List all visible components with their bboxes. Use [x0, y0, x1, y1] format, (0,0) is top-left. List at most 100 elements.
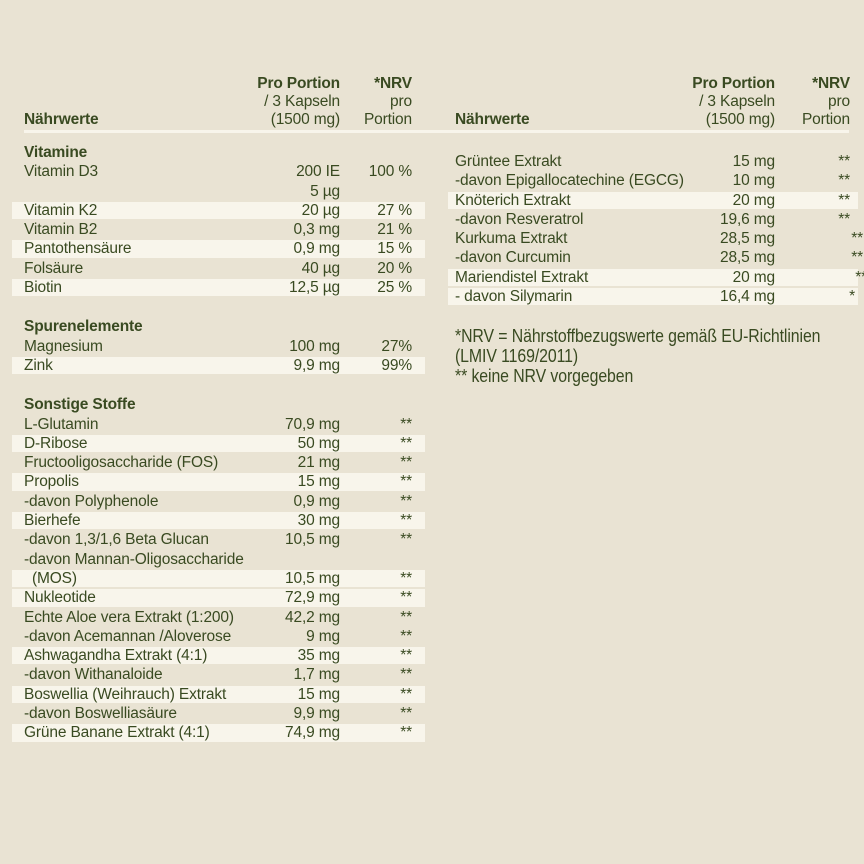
nutrient-row: L-Glutamin 70,9 mg **: [24, 415, 412, 434]
cell-val: 70,9 mg: [285, 415, 340, 433]
nutrient-row: 5 µg: [24, 182, 412, 201]
cell-name: (MOS): [32, 569, 77, 587]
cell-val: 15 mg: [732, 153, 775, 170]
cell-val: 19,6 mg: [720, 210, 775, 228]
table-header-right: Nährwerte Pro Portion / 3 Kapseln (1500 …: [455, 72, 850, 130]
cell-val: 42,2 mg: [285, 608, 340, 626]
cell-nrv: **: [400, 647, 412, 665]
cell-val: 35 mg: [297, 647, 340, 665]
nutrient-row: Echte Aloe vera Extrakt (1:200) 42,2 mg **: [24, 608, 412, 627]
header-line: Pro Portion: [692, 75, 775, 92]
nutrition-table-left: Nährwerte Pro Portion / 3 Kapseln (1500 …: [12, 72, 425, 743]
cell-name: Grüntee Extrakt: [455, 153, 562, 170]
table-header-left: Nährwerte Pro Portion / 3 Kapseln (1500 …: [24, 72, 412, 130]
cell-name: Zink: [24, 356, 53, 374]
header-line: Portion: [363, 111, 412, 128]
cell-name: [24, 182, 220, 201]
cell-val: 20 µg: [301, 201, 341, 219]
cell-nrv: **: [400, 454, 412, 472]
nutrient-row: Mariendistel Extrakt 20 mg **: [448, 268, 864, 287]
cell-val: 21 mg: [297, 454, 340, 472]
cell-name: Vitamin B2: [24, 221, 98, 239]
cell-nrv: [340, 182, 412, 201]
header-line: (1500 mg): [270, 111, 340, 128]
cell-nrv: **: [400, 608, 412, 626]
table-section: Grüntee Extrakt 15 mg ** -davon Epigallocat…: [448, 152, 864, 306]
footnote-line: (LMIV 1169/2011): [455, 346, 579, 367]
column-header-nrv: *NRV pro Portion: [340, 75, 412, 129]
cell-name: Propolis: [24, 473, 79, 491]
table-body-right: Grüntee Extrakt 15 mg ** -davon Epigallocat…: [448, 130, 864, 306]
cell-val: 5 µg: [310, 182, 340, 200]
cell-nrv: **: [400, 492, 412, 510]
table-body-left: Vitamine Vitamin D3 200 IE 100 % 5 µg Vitamin…: [12, 130, 425, 743]
cell-name: Vitamin K2: [24, 201, 98, 219]
column-header-portion: Pro Portion / 3 Kapseln (1500 mg): [625, 75, 775, 129]
cell-nrv: *: [849, 288, 855, 306]
cell-nrv: **: [400, 666, 412, 684]
cell-nrv: 100 %: [368, 163, 412, 181]
header-line: Portion: [801, 111, 850, 128]
nutrient-row: Vitamin B2 0,3 mg 21 %: [24, 220, 412, 239]
cell-name: -davon Polyphenole: [24, 492, 159, 510]
nutrient-row: -davon Resveratrol 19,6 mg **: [455, 210, 850, 229]
nutrient-row: -davon Acemannan /Aloverose 9 mg **: [24, 627, 412, 646]
header-line: / 3 Kapseln: [699, 93, 775, 110]
cell-nrv: **: [400, 415, 412, 433]
header-line: Pro Portion: [257, 75, 340, 92]
cell-name: - davon Silymarin: [455, 288, 573, 306]
cell-val: 74,9 mg: [285, 724, 340, 742]
section-heading: Sonstige Stoffe: [24, 396, 136, 414]
column-header-nrv: *NRV pro Portion: [775, 75, 850, 129]
section-heading: Spurenelemente: [24, 318, 143, 336]
nutrient-row: Propolis 15 mg **: [12, 472, 425, 492]
nutrient-row: D-Ribose 50 mg **: [12, 434, 425, 453]
cell-val: 50 mg: [297, 434, 340, 452]
cell-nrv: **: [400, 705, 412, 723]
nutrient-row: Fructooligosaccharide (FOS) 21 mg **: [24, 453, 412, 472]
cell-val: 200 IE: [296, 163, 340, 181]
nutrient-row: -davon Withanaloide 1,7 mg **: [24, 665, 412, 684]
cell-val: 28,5 mg: [720, 249, 775, 267]
cell-val: 10,5 mg: [285, 569, 340, 587]
cell-val: 0,9 mg: [293, 492, 341, 510]
cell-val: 0,9 mg: [293, 240, 341, 258]
cell-name: -davon Mannan-Oligosaccharide: [24, 550, 244, 568]
cell-name: Bierhefe: [24, 512, 81, 530]
cell-nrv: **: [838, 191, 850, 209]
cell-nrv: **: [400, 434, 412, 452]
cell-nrv: **: [400, 531, 412, 549]
cell-val: 30 mg: [297, 512, 340, 530]
cell-name: L-Glutamin: [24, 415, 99, 433]
nrv-footnotes: *NRV = Nährstoffbezugswerte gemäß EU-Ric…: [455, 326, 820, 387]
nutrient-row: Zink 9,9 mg 99%: [12, 356, 425, 375]
column-header-nutrients: Nährwerte: [455, 111, 530, 128]
cell-val: 15 mg: [297, 685, 340, 703]
nutrient-row: Biotin 12,5 µg 25 %: [12, 278, 425, 297]
nutrient-row: Folsäure 40 µg 20 %: [24, 259, 412, 278]
nutrient-row: -davon Mannan-Oligosaccharide: [24, 550, 412, 569]
header-line: *NRV: [812, 75, 850, 92]
nutrient-row: -davon Boswelliasäure 9,9 mg **: [24, 704, 412, 723]
cell-nrv: **: [851, 230, 863, 248]
nutrient-row: -davon Epigallocatechine (EGCG) 10 mg **: [455, 171, 850, 190]
cell-name: Kurkuma Extrakt: [455, 230, 568, 248]
cell-name: Echte Aloe vera Extrakt (1:200): [24, 608, 234, 626]
cell-val: 12,5 µg: [289, 279, 340, 297]
cell-nrv: **: [400, 627, 412, 645]
nutrient-row: -davon Polyphenole 0,9 mg **: [24, 492, 412, 511]
cell-val: 16,4 mg: [720, 288, 775, 306]
cell-nrv: 15 %: [377, 240, 412, 258]
nutrient-row: -davon Curcumin 28,5 mg **: [455, 248, 863, 267]
table-section: Spurenelemente Magnesium 100 mg 27% Zink 9,9 …: [12, 317, 425, 375]
nutrient-row: Magnesium 100 mg 27%: [24, 337, 412, 356]
cell-nrv: **: [400, 589, 412, 607]
footnote-line: ** keine NRV vorgegeben: [455, 366, 634, 387]
header-line: (1500 mg): [705, 111, 775, 128]
table-section: Vitamine Vitamin D3 200 IE 100 % 5 µg Vitamin…: [12, 143, 425, 297]
cell-nrv: 27 %: [377, 201, 412, 219]
cell-val: 72,9 mg: [285, 589, 340, 607]
cell-nrv: **: [838, 210, 850, 228]
nutrient-row: Pantothensäure 0,9 mg 15 %: [12, 239, 425, 259]
